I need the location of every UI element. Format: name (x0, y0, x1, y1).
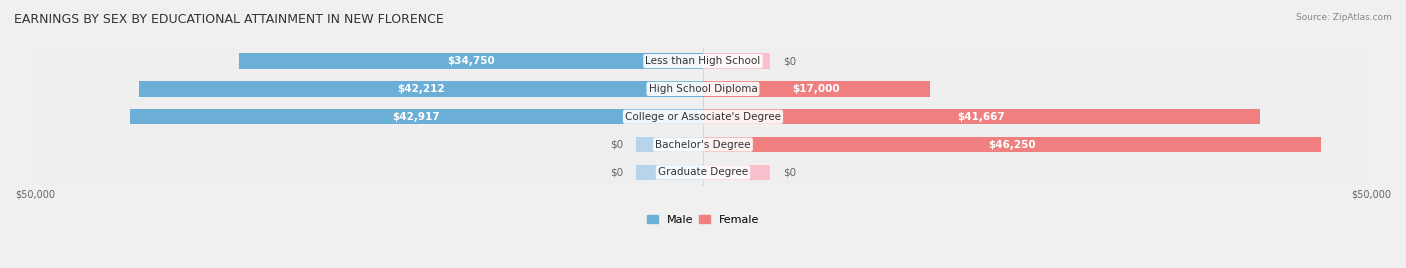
Bar (129, 109, 703, 124)
Text: $46,250: $46,250 (988, 140, 1036, 150)
Bar (35, 158, 1371, 186)
Bar (239, 53, 703, 69)
Text: $17,000: $17,000 (793, 84, 841, 94)
Text: $0: $0 (610, 168, 623, 177)
Text: College or Associate's Degree: College or Associate's Degree (626, 112, 780, 122)
Text: Graduate Degree: Graduate Degree (658, 168, 748, 177)
Text: $0: $0 (610, 140, 623, 150)
Bar (703, 137, 1320, 152)
Bar (703, 165, 770, 180)
Text: $42,917: $42,917 (392, 112, 440, 122)
Text: $0: $0 (783, 168, 796, 177)
Text: $0: $0 (783, 56, 796, 66)
Bar (35, 103, 1371, 131)
Text: Less than High School: Less than High School (645, 56, 761, 66)
Bar (35, 131, 1371, 158)
Bar (139, 81, 703, 96)
Text: $34,750: $34,750 (447, 56, 495, 66)
Legend: Male, Female: Male, Female (643, 211, 763, 229)
Bar (636, 137, 703, 152)
Bar (35, 47, 1371, 75)
Bar (703, 53, 770, 69)
Text: $41,667: $41,667 (957, 112, 1005, 122)
Text: High School Diploma: High School Diploma (648, 84, 758, 94)
Bar (35, 75, 1371, 103)
Text: Source: ZipAtlas.com: Source: ZipAtlas.com (1296, 13, 1392, 23)
Text: $42,212: $42,212 (398, 84, 444, 94)
Text: EARNINGS BY SEX BY EDUCATIONAL ATTAINMENT IN NEW FLORENCE: EARNINGS BY SEX BY EDUCATIONAL ATTAINMEN… (14, 13, 444, 27)
Bar (636, 165, 703, 180)
Bar (703, 109, 1260, 124)
Bar (703, 81, 931, 96)
Text: Bachelor's Degree: Bachelor's Degree (655, 140, 751, 150)
